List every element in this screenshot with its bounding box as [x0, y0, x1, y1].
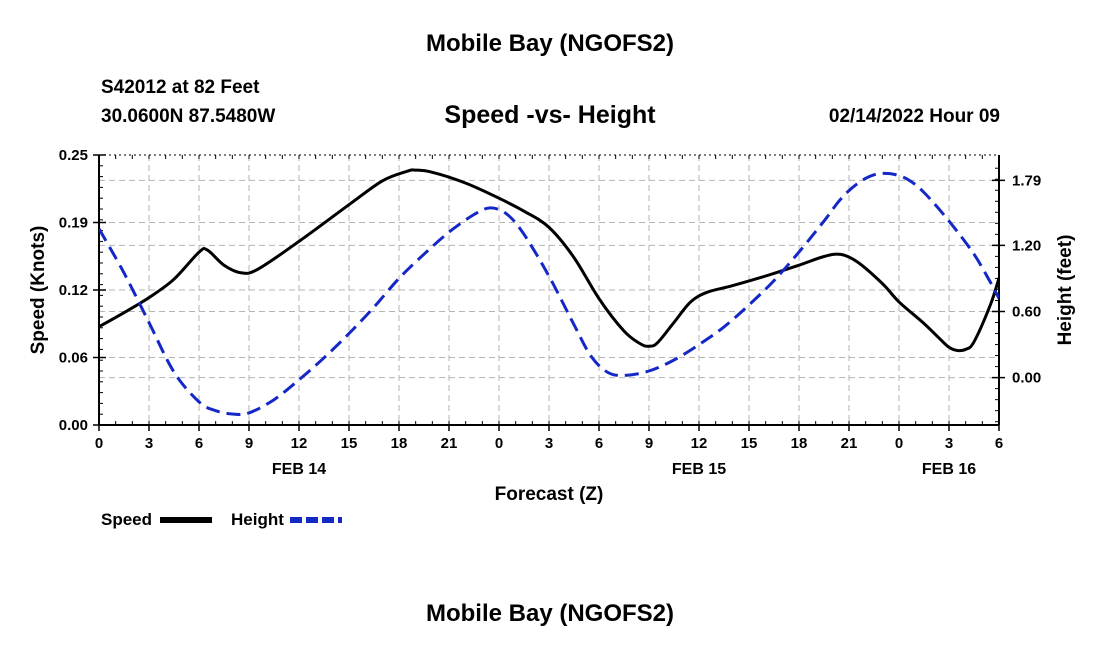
- page-title: Mobile Bay (NGOFS2): [425, 30, 675, 57]
- x-tick-label: 3: [145, 435, 153, 452]
- y-right-tick-label: 1.20: [1012, 237, 1041, 254]
- y-right-tick-label: 1.79: [1012, 172, 1041, 189]
- forecast-datetime: 02/14/2022 Hour 09: [828, 106, 1000, 127]
- y-left-tick-label: 0.00: [59, 417, 88, 434]
- x-tick-label: 15: [341, 435, 358, 452]
- x-tick-label: 12: [291, 435, 308, 452]
- y-left-tick-label: 0.25: [59, 147, 88, 164]
- legend-label-height: Height: [231, 510, 284, 529]
- station-name: S42012 at 82 Feet: [101, 77, 260, 98]
- x-tick-label: 18: [791, 435, 808, 452]
- x-tick-label: 0: [895, 435, 903, 452]
- y-left-tick-label: 0.19: [59, 215, 88, 232]
- x-tick-label: 12: [691, 435, 708, 452]
- y-left-axis-title: Speed (Knots): [28, 226, 49, 355]
- y-left-tick-label: 0.06: [59, 350, 88, 367]
- date-label: FEB 14: [272, 461, 326, 478]
- y-right-axis-title: Height (feet): [1055, 235, 1076, 346]
- series-speed-line: [99, 168, 999, 353]
- x-tick-label: 18: [391, 435, 408, 452]
- y-right-tick-label: 0.00: [1012, 370, 1041, 387]
- x-tick-label: 9: [245, 435, 253, 452]
- date-label: FEB 16: [922, 461, 976, 478]
- x-tick-label: 0: [495, 435, 503, 452]
- date-label: FEB 15: [672, 461, 726, 478]
- x-axis-title: Forecast (Z): [495, 484, 604, 505]
- y-right-tick-label: 0.60: [1012, 303, 1041, 320]
- y-left-tick-label: 0.12: [59, 282, 88, 299]
- footer-title: Mobile Bay (NGOFS2): [425, 600, 675, 627]
- x-tick-label: 0: [95, 435, 103, 452]
- x-tick-label: 3: [945, 435, 953, 452]
- x-tick-label: 6: [595, 435, 603, 452]
- x-tick-label: 3: [545, 435, 553, 452]
- x-tick-label: 9: [645, 435, 653, 452]
- legend-label-speed: Speed: [101, 510, 152, 529]
- chart-title: Speed -vs- Height: [444, 101, 656, 129]
- series-height-line: [99, 171, 999, 416]
- x-tick-label: 15: [741, 435, 758, 452]
- x-tick-label: 6: [195, 435, 203, 452]
- x-tick-label: 6: [995, 435, 1003, 452]
- station-coordinates: 30.0600N 87.5480W: [101, 106, 276, 127]
- x-tick-label: 21: [441, 435, 458, 452]
- x-tick-label: 21: [841, 435, 858, 452]
